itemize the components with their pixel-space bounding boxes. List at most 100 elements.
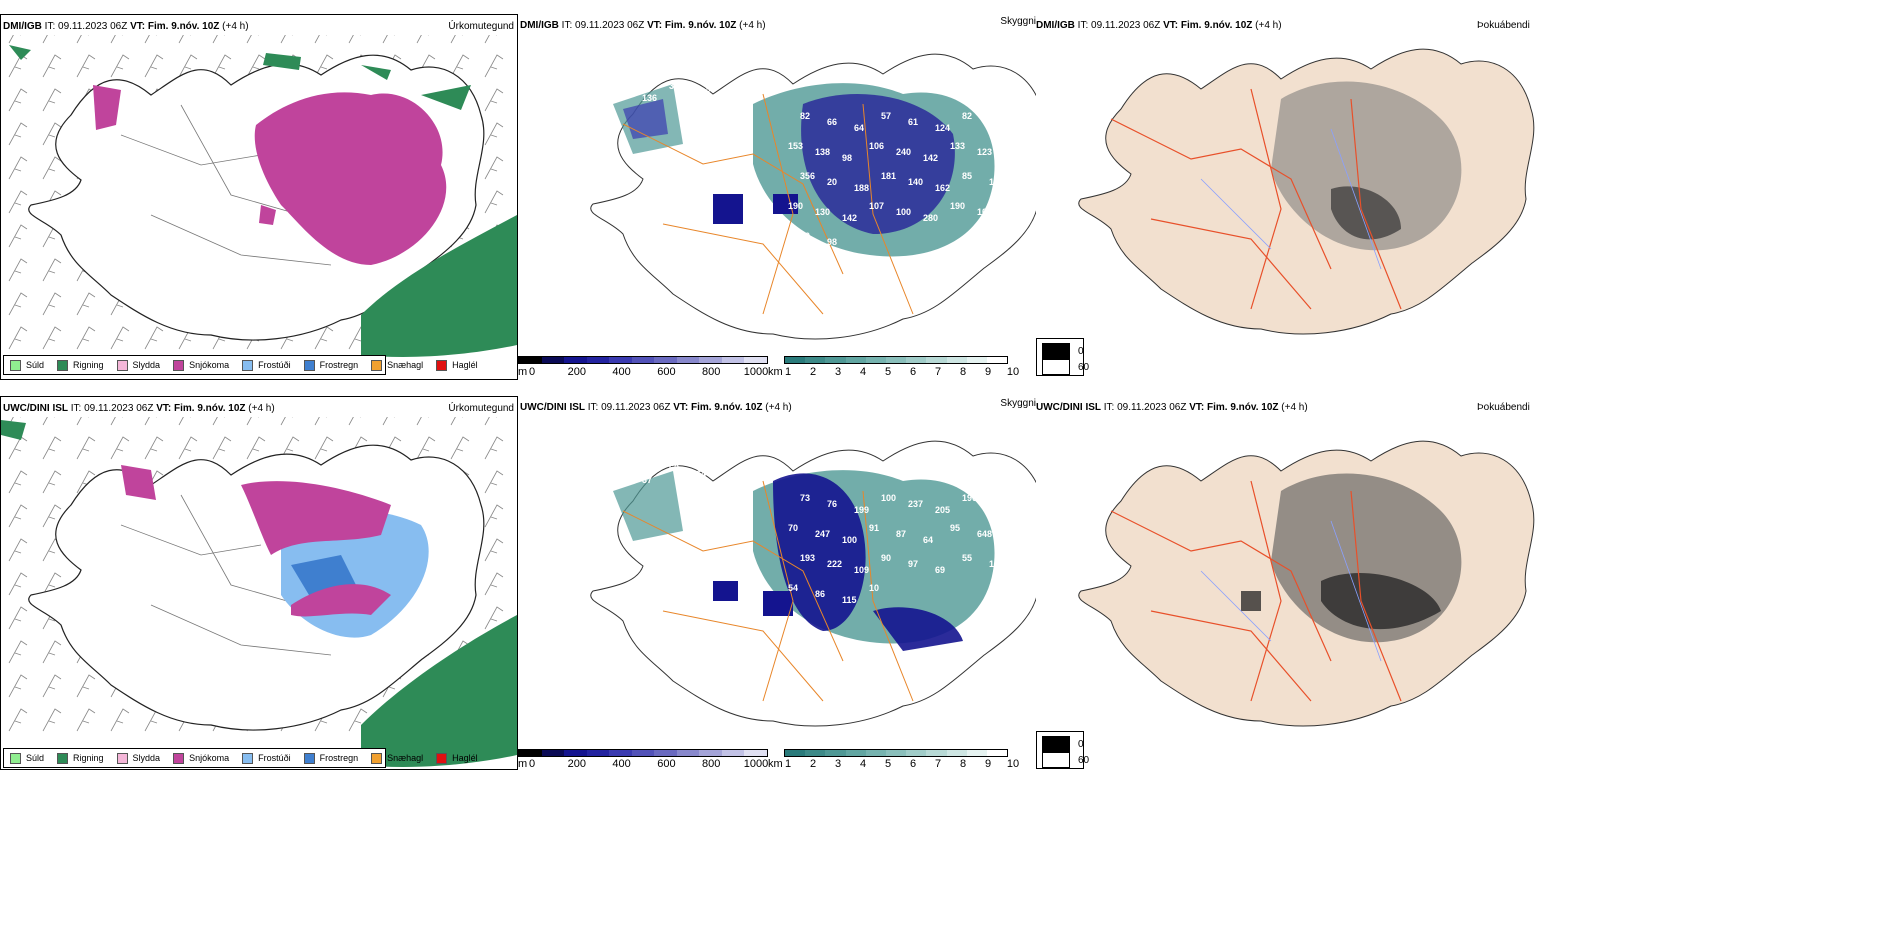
fog-swatch xyxy=(1042,343,1070,359)
cloud-base-label: 87 xyxy=(896,529,906,539)
colorbar-segment xyxy=(785,750,806,756)
cloud-base-label: 85 xyxy=(588,463,598,473)
scale-tick: 1 xyxy=(784,758,792,770)
precip-map xyxy=(1,417,517,767)
colorbar-segment xyxy=(865,750,886,756)
visibility-colorbar xyxy=(784,749,1008,757)
scale-tick: 1000 xyxy=(743,758,769,770)
legend-swatch xyxy=(57,752,69,764)
colorbar-segment xyxy=(586,750,610,756)
cloud-base-area xyxy=(801,94,955,234)
colorbar-segment xyxy=(986,750,1008,756)
legend-item: Slydda xyxy=(116,752,160,764)
panel-title: UWC/DINI ISL IT: 09.11.2023 06Z VT: Fim.… xyxy=(1036,402,1308,413)
scale-tick: 6 xyxy=(909,758,917,770)
precip-panel-row1: DMI/IGB IT: 09.11.2023 06Z VT: Fim. 9.nó… xyxy=(0,14,518,380)
colorbar-segment xyxy=(744,750,768,756)
legend-item: Frostúði xyxy=(242,359,291,371)
cloud-base-label: 648 xyxy=(977,529,992,539)
fog-legend: 0 60 xyxy=(1036,338,1089,376)
cloud-base-label: 90 xyxy=(881,553,891,563)
cloud-base-label: 196 xyxy=(962,493,977,503)
cloud-base-label: 247 xyxy=(815,529,830,539)
scale-tick: 3 xyxy=(834,366,842,378)
cloud-base-label: 68 xyxy=(977,87,987,97)
snow-area xyxy=(241,481,391,617)
colorbar-segment xyxy=(825,357,846,363)
colorbar-segment xyxy=(986,357,1008,363)
colorbar-segment xyxy=(885,357,907,363)
legend-item: Snæhagl xyxy=(371,359,423,371)
cloud-base-ticks: m 0 200 400 600 800 1000 xyxy=(518,758,768,770)
cloud-base-label: 98 xyxy=(842,153,852,163)
scale-tick: 5 xyxy=(884,758,892,770)
cloud-base-label: 70 xyxy=(788,523,798,533)
legend-swatch xyxy=(242,359,254,371)
panel-variable: Þokuábendi xyxy=(1477,20,1530,31)
cloud-base-label: 133 xyxy=(950,141,965,151)
colorbar-segment xyxy=(721,750,745,756)
colorbar-segment xyxy=(654,750,677,756)
cloud-base-label: 136 xyxy=(642,93,657,103)
panel-title: UWC/DINI ISL IT: 09.11.2023 06Z VT: Fim.… xyxy=(520,402,792,413)
visibility-panel-row1: DMI/IGB IT: 09.11.2023 06Z VT: Fim. 9.nó… xyxy=(518,14,1036,380)
scale-tick: 4 xyxy=(859,758,867,770)
cloud-base-label: 37 xyxy=(669,81,679,91)
panel-variable: Þokuábendi xyxy=(1477,402,1530,413)
legend-swatch xyxy=(303,359,315,371)
colorbar-segment xyxy=(885,750,907,756)
fog-panel-row2: UWC/DINI ISL IT: 09.11.2023 06Z VT: Fim.… xyxy=(1036,396,1900,770)
cloud-base-label: 115 xyxy=(842,595,857,605)
visibility-panel-row2: UWC/DINI ISL IT: 09.11.2023 06Z VT: Fim.… xyxy=(518,396,1036,770)
legend-item: Snjókoma xyxy=(173,359,229,371)
cloud-base-label: 162 xyxy=(935,183,950,193)
legend-item: Frostregn xyxy=(303,359,358,371)
scale-tick: 200 xyxy=(567,366,586,378)
panel-variable: Úrkomutegund xyxy=(448,403,514,414)
cloud-base-label: 163 xyxy=(989,559,1004,569)
cloud-base-label: 85 xyxy=(962,171,972,181)
rain-area-se xyxy=(361,615,517,767)
legend-swatch xyxy=(371,752,383,764)
scale-tick: 0 xyxy=(528,758,536,770)
rain-area-se xyxy=(361,215,517,357)
cloud-base-label: 64 xyxy=(923,535,933,545)
colorbar-segment xyxy=(699,357,722,363)
legend-item: Súld xyxy=(10,359,44,371)
cloud-base-label: 142 xyxy=(842,213,857,223)
fog-legend: 0 60 xyxy=(1036,731,1089,769)
cloud-base-colorbar xyxy=(518,356,768,364)
panel-title: DMI/IGB IT: 09.11.2023 06Z VT: Fim. 9.nó… xyxy=(520,20,766,31)
cloud-base-label: 10 xyxy=(869,583,879,593)
scale-tick: 9 xyxy=(984,366,992,378)
legend-item: Rigning xyxy=(57,752,104,764)
colorbar-segment xyxy=(805,750,826,756)
colorbar-segment xyxy=(586,357,610,363)
cloud-base-ticks: m 0 200 400 600 800 1000 xyxy=(518,366,768,380)
cloud-base-label: 104 xyxy=(977,207,992,217)
scale-tick: 400 xyxy=(612,758,631,770)
cloud-base-label: 84 xyxy=(615,469,625,479)
panel-variable: Úrkomutegund xyxy=(448,21,514,32)
cloud-base-label: 106 xyxy=(869,141,884,151)
colorbar-segment xyxy=(699,750,722,756)
panel-title: DMI/IGB IT: 09.11.2023 06Z VT: Fim. 9.nó… xyxy=(3,21,249,32)
colorbar-segment xyxy=(865,357,886,363)
scale-tick: 8 xyxy=(959,366,967,378)
scale-tick: 1000 xyxy=(743,366,769,378)
cloud-base-label: 181 xyxy=(881,171,896,181)
cloud-base-label: 107 xyxy=(696,87,711,97)
colorbar-segment xyxy=(541,357,565,363)
scale-unit: m xyxy=(518,366,528,378)
colorbar-segment xyxy=(631,750,655,756)
legend-item: Haglél xyxy=(436,752,478,764)
scale-tick: 8 xyxy=(959,758,967,770)
rain-area-nw xyxy=(1,420,26,440)
panel-title: DMI/IGB IT: 09.11.2023 06Z VT: Fim. 9.nó… xyxy=(1036,20,1282,31)
cloud-base-label: 57 xyxy=(881,111,891,121)
colorbar-segment xyxy=(845,750,866,756)
cloud-base-label: 91 xyxy=(869,523,879,533)
scale-tick: 800 xyxy=(702,758,721,770)
scale-tick: 0 xyxy=(528,366,536,378)
cloud-base-label: 100 xyxy=(842,535,857,545)
